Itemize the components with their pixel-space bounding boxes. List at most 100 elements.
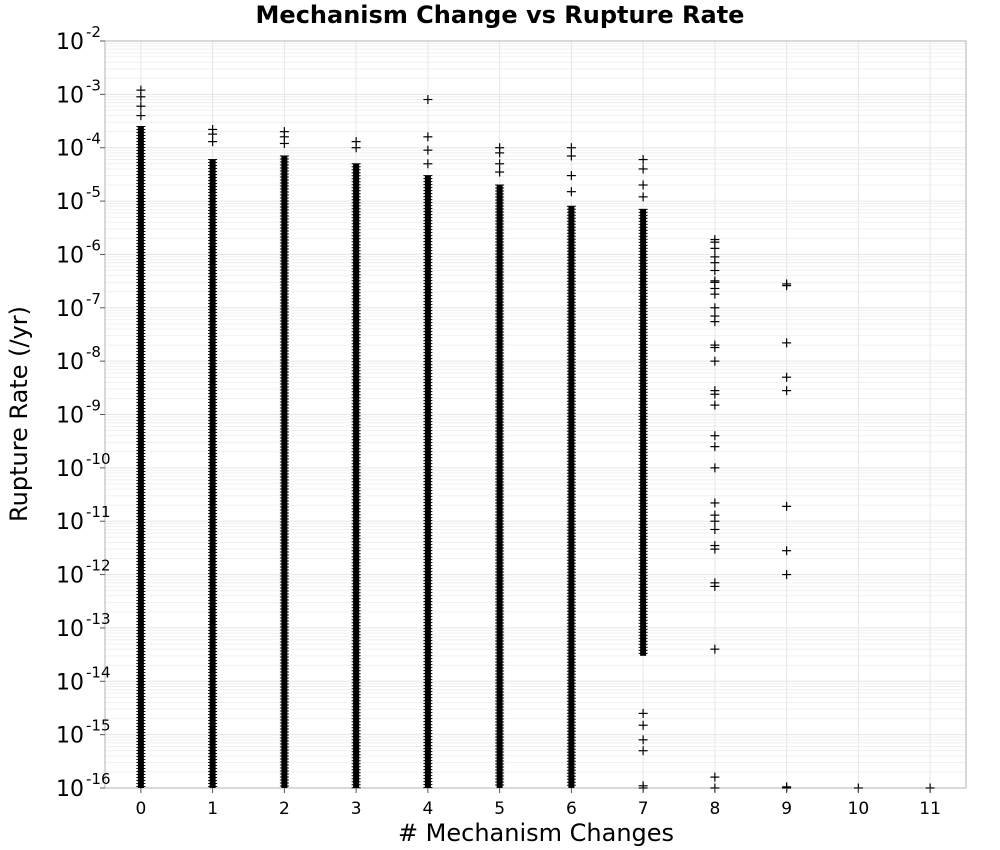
y-tick-label-base: 10 [56, 777, 84, 802]
y-tick-label-base: 10 [56, 83, 84, 108]
data-point [566, 187, 576, 197]
data-point [136, 111, 146, 121]
y-tick-label-base: 10 [56, 617, 84, 642]
data-point [710, 265, 720, 275]
data-point [782, 338, 792, 348]
y-tick-label-exponent: -4 [86, 130, 101, 148]
y-tick-label-exponent: -11 [86, 503, 111, 521]
data-point [638, 192, 648, 202]
data-point [782, 281, 792, 291]
data-point [638, 720, 648, 730]
y-tick-label-exponent: -9 [86, 397, 101, 415]
data-point [423, 145, 433, 155]
data-point [423, 159, 433, 169]
dense-marker-columns [136, 125, 648, 789]
data-point [710, 772, 720, 782]
y-tick-label-exponent: -7 [86, 290, 101, 308]
y-tick-label-exponent: -5 [86, 183, 101, 201]
y-axis-label: Rupture Rate (/yr) [5, 306, 33, 522]
data-point [710, 581, 720, 591]
dense-column-x5 [495, 184, 505, 788]
dense-column-x0 [136, 125, 146, 789]
y-tick-label-base: 10 [56, 297, 84, 322]
data-point [566, 171, 576, 181]
x-tick-label: 7 [638, 799, 649, 819]
data-point [208, 137, 218, 147]
y-tick-label-exponent: -10 [86, 450, 111, 468]
data-point [136, 101, 146, 111]
y-tick-label-base: 10 [56, 243, 84, 268]
x-tick-label: 5 [494, 799, 505, 819]
data-point [495, 148, 505, 158]
data-point [638, 735, 648, 745]
x-tick-label: 9 [781, 799, 792, 819]
data-point [495, 159, 505, 169]
y-tick-label-exponent: -3 [86, 76, 101, 94]
data-point [423, 95, 433, 105]
dense-column-x3 [351, 163, 361, 789]
x-tick-label: 6 [566, 799, 577, 819]
y-tick-label-exponent: -16 [86, 770, 111, 788]
data-point [638, 746, 648, 756]
data-point [710, 516, 720, 526]
y-tick-label-base: 10 [56, 510, 84, 535]
dense-column-x7 [638, 208, 648, 656]
y-tick-label-exponent: -12 [86, 557, 111, 575]
dense-column-x4 [423, 175, 433, 789]
data-point [710, 289, 720, 299]
y-tick-label-base: 10 [56, 404, 84, 429]
y-tick-label-exponent: -2 [86, 23, 101, 41]
y-tick-label-base: 10 [56, 724, 84, 749]
y-tick-label-exponent: -13 [86, 610, 111, 628]
data-point [710, 524, 720, 534]
x-axis-ticks: 0 1 2 3 4 5 6 7 8 9 10 11 [135, 788, 941, 819]
y-tick-label-exponent: -8 [86, 343, 101, 361]
data-point [279, 138, 289, 148]
data-point [710, 258, 720, 268]
data-point [208, 129, 218, 139]
data-point [782, 546, 792, 556]
x-tick-label: 10 [848, 799, 870, 819]
x-tick-label: 0 [135, 799, 146, 819]
y-tick-label-base: 10 [56, 670, 84, 695]
y-tick-label-base: 10 [56, 137, 84, 162]
data-point [782, 372, 792, 382]
data-point [710, 303, 720, 313]
data-point [710, 463, 720, 473]
x-tick-label: 2 [279, 799, 290, 819]
y-tick-label-base: 10 [56, 350, 84, 375]
data-point [136, 92, 146, 102]
data-point [495, 167, 505, 177]
data-point [638, 708, 648, 718]
data-point [710, 400, 720, 410]
dense-column-x2 [279, 155, 289, 788]
data-point [710, 644, 720, 654]
data-point [638, 180, 648, 190]
y-tick-label-base: 10 [56, 564, 84, 589]
data-point [710, 442, 720, 452]
y-tick-label-exponent: -6 [86, 236, 101, 254]
data-point [638, 155, 648, 165]
data-point [710, 243, 720, 253]
data-point [710, 498, 720, 508]
x-tick-label: 11 [919, 799, 941, 819]
x-axis-label: # Mechanism Changes [398, 819, 674, 847]
data-point [782, 386, 792, 396]
chart-title: Mechanism Change vs Rupture Rate [256, 1, 745, 29]
data-point [710, 544, 720, 554]
data-point [782, 501, 792, 511]
data-point [351, 143, 361, 153]
y-tick-label-exponent: -15 [86, 717, 111, 735]
dense-column-x6 [566, 205, 576, 789]
data-point [710, 389, 720, 399]
data-point [710, 317, 720, 327]
y-tick-label-exponent: -14 [86, 663, 111, 681]
y-tick-label-base: 10 [56, 30, 84, 55]
data-point [710, 343, 720, 353]
data-point [638, 164, 648, 174]
y-tick-label-base: 10 [56, 457, 84, 482]
data-point [566, 151, 576, 161]
data-point [566, 143, 576, 153]
